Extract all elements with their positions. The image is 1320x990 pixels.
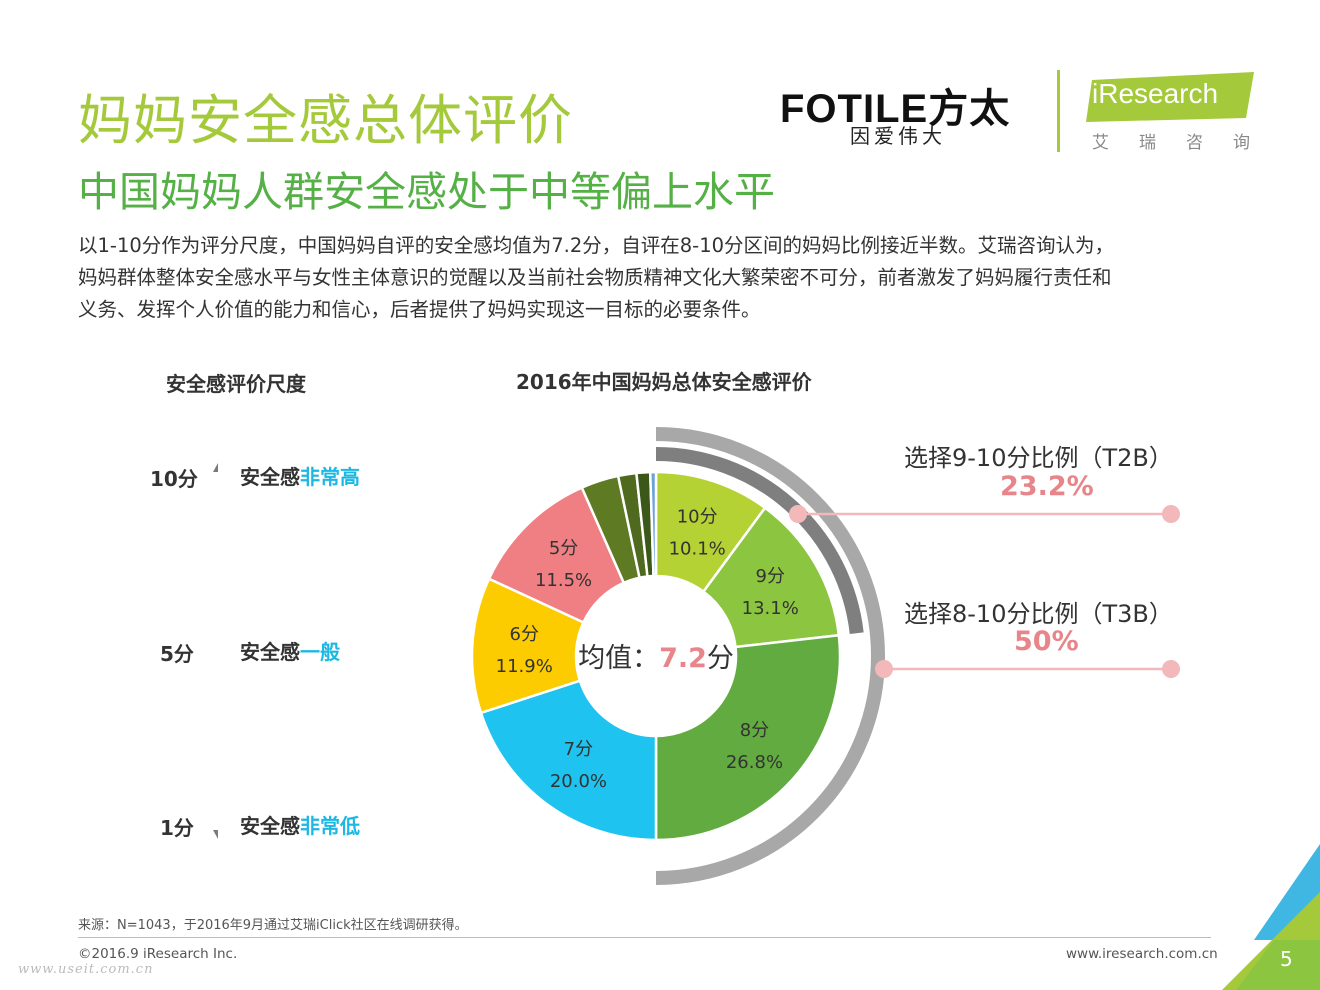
pie-slice bbox=[648, 470, 658, 578]
chart-brackets bbox=[655, 427, 1180, 885]
paragraph-line: 以1-10分作为评分尺度，中国妈妈自评的安全感均值为7.2分，自评在8-10分区… bbox=[78, 234, 1115, 257]
t2b-value: 23.2% bbox=[1000, 471, 1094, 502]
scale-prefix: 安全感 bbox=[240, 814, 300, 838]
pie-slice bbox=[701, 506, 841, 649]
source-note: 来源：N=1043，于2016年9月通过艾瑞iClick社区在线调研获得。 bbox=[78, 918, 468, 933]
slice-category-label: 5分 bbox=[549, 538, 578, 559]
slice-category-label: 10分 bbox=[677, 507, 718, 528]
slice-value-label: 26.8% bbox=[726, 752, 783, 773]
t3b-value: 50% bbox=[1014, 626, 1079, 657]
scale-level: 非常高 bbox=[300, 465, 360, 489]
corner-decoration bbox=[1222, 844, 1320, 990]
scale-bottom-label: 安全感非常低 bbox=[240, 810, 360, 839]
center-mean-value: 7.2 bbox=[659, 643, 707, 674]
slice-value-label: 11.5% bbox=[535, 570, 592, 591]
scale-level: 一般 bbox=[300, 640, 340, 664]
footer-divider bbox=[78, 937, 1211, 938]
t3b-connector-dot bbox=[875, 660, 893, 678]
scale-mid-label: 安全感一般 bbox=[240, 636, 340, 665]
slice-category-label: 9分 bbox=[756, 566, 785, 587]
iresearch-cn-name: 艾瑞咨询 bbox=[1092, 133, 1280, 153]
page-title: 妈妈安全感总体评价 bbox=[78, 89, 573, 152]
slice-value-label: 13.1% bbox=[742, 598, 799, 619]
pie-slice bbox=[479, 679, 658, 842]
center-mean-label: 均值：7.2分 bbox=[578, 643, 734, 674]
t2b-bracket bbox=[655, 447, 864, 634]
t3b-label: 选择8-10分比例（T3B） bbox=[904, 600, 1173, 628]
paragraph-line: 义务、发挥个人价值的能力和信心，后者提供了妈妈实现这一目标的必要条件。 bbox=[78, 298, 761, 321]
website-link[interactable]: www.iresearch.com.cn bbox=[1066, 946, 1218, 962]
fotile-slogan: 因爱伟大 bbox=[850, 124, 946, 148]
center-mean-prefix: 均值： bbox=[578, 643, 659, 674]
scale-top-label: 安全感非常高 bbox=[240, 461, 360, 490]
iresearch-logo: iResearch bbox=[1092, 78, 1219, 109]
intro-paragraph: 以1-10分作为评分尺度，中国妈妈自评的安全感均值为7.2分，自评在8-10分区… bbox=[78, 230, 1258, 326]
scale-bottom-score: 1分 bbox=[160, 816, 194, 840]
slice-value-label: 10.1% bbox=[669, 539, 726, 560]
page-subtitle: 中国妈妈人群安全感处于中等偏上水平 bbox=[78, 168, 775, 216]
center-mean-suffix: 分 bbox=[707, 643, 734, 674]
logo-divider bbox=[1057, 70, 1060, 152]
pie-slice bbox=[654, 633, 842, 842]
scale-arrow bbox=[213, 463, 218, 839]
t2b-label: 选择9-10分比例（T2B） bbox=[904, 444, 1173, 472]
scale-title: 安全感评价尺度 bbox=[166, 372, 306, 396]
iresearch-logo-badge bbox=[1086, 72, 1254, 122]
scale-prefix: 安全感 bbox=[240, 465, 300, 489]
scale-top-score: 10分 bbox=[150, 467, 198, 491]
chart-title: 2016年中国妈妈总体安全感评价 bbox=[516, 370, 812, 394]
scale-prefix: 安全感 bbox=[240, 640, 300, 664]
slice-category-label: 7分 bbox=[564, 739, 593, 760]
chart-texts: 10分 10.1% 9分 13.1% 8分 26.8% 7分 20.0% 6分 11.9% 5分 11… bbox=[496, 507, 799, 792]
paragraph-line: 妈妈群体整体安全感水平与女性主体意识的觉醒以及当前社会物质精神文化大繁荣密不可分… bbox=[78, 266, 1112, 289]
scale-level: 非常低 bbox=[300, 814, 360, 838]
slice-category-label: 6分 bbox=[510, 624, 539, 645]
watermark: www.useit.com.cn bbox=[18, 962, 154, 977]
chart-slices bbox=[470, 470, 842, 842]
copyright: ©2016.9 iResearch Inc. bbox=[78, 946, 238, 962]
t2b-connector-dot bbox=[1162, 505, 1180, 523]
fotile-logo: FOTILE方太 bbox=[780, 87, 1011, 131]
slice-category-label: 8分 bbox=[740, 720, 769, 741]
page-number: 5 bbox=[1280, 947, 1293, 971]
t3b-bracket bbox=[655, 427, 885, 885]
scale-mid-score: 5分 bbox=[160, 642, 194, 666]
slice-value-label: 11.9% bbox=[496, 656, 553, 677]
t2b-connector-dot bbox=[789, 505, 807, 523]
slice-value-label: 20.0% bbox=[550, 771, 607, 792]
t3b-connector-dot bbox=[1162, 660, 1180, 678]
